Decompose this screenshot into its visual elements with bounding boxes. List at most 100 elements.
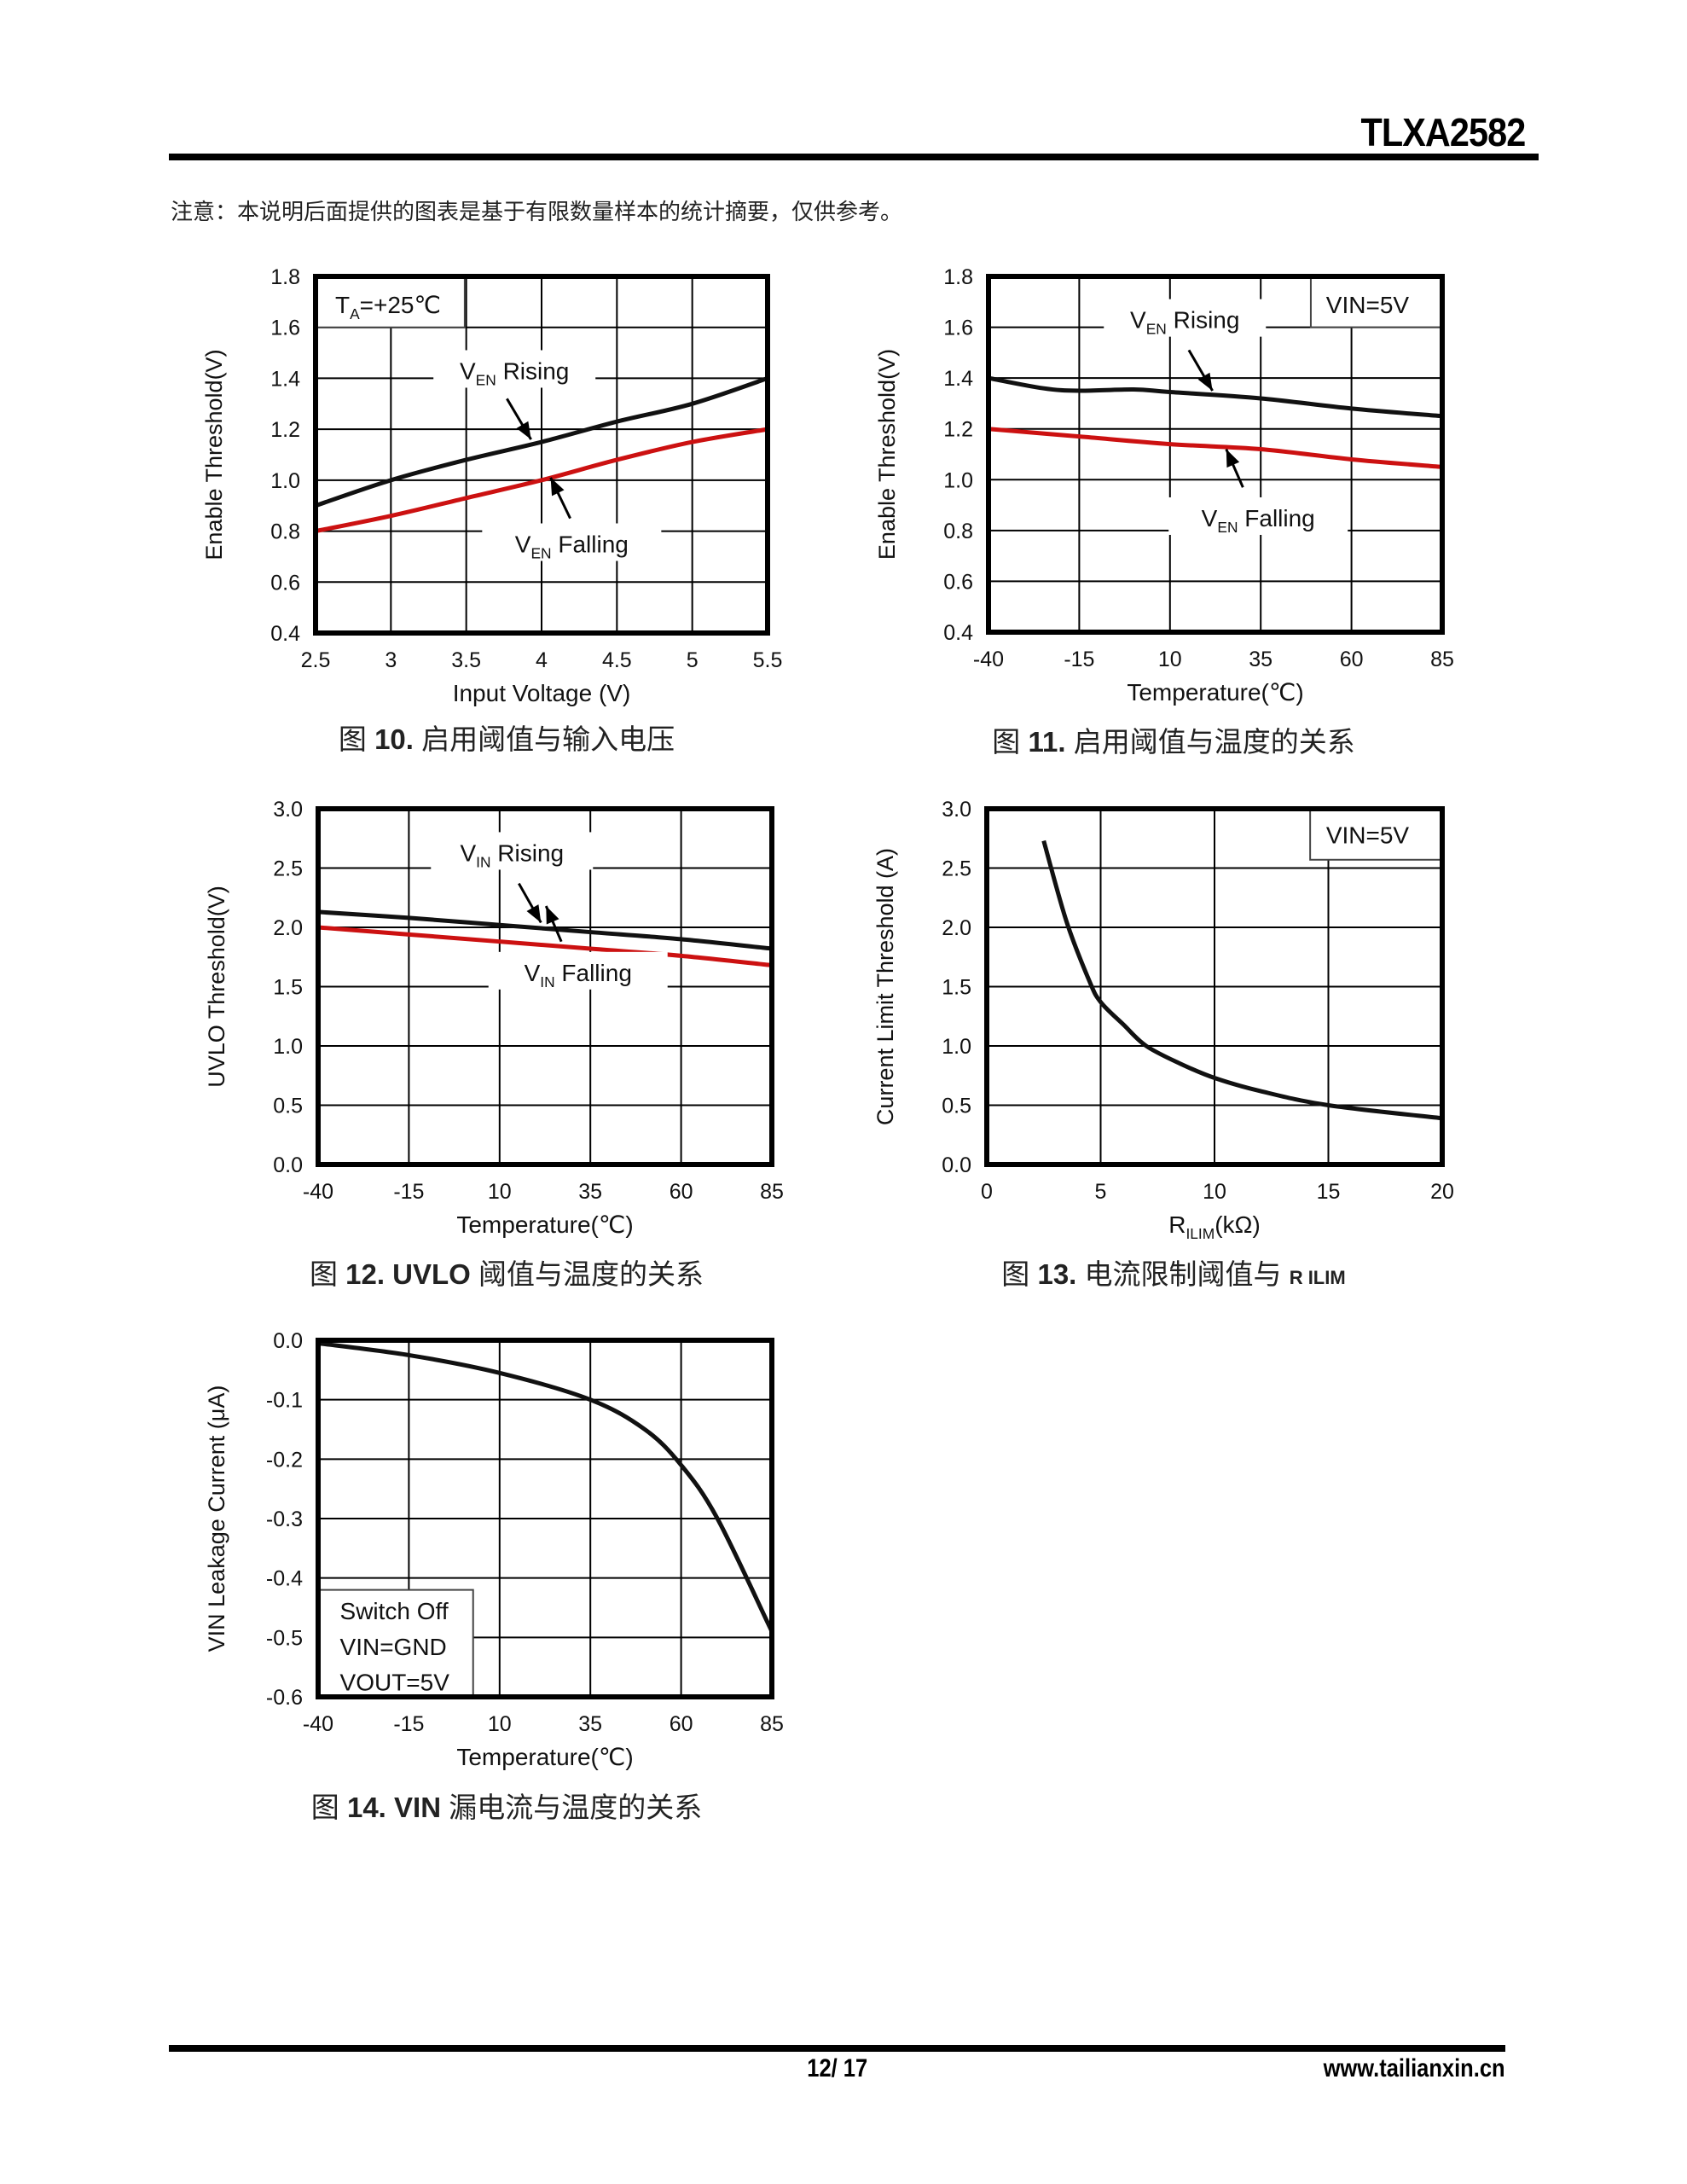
figure-11-caption: 图 11. 启用阈值与温度的关系 [992,719,1354,760]
caption-prefix: 图 [310,1792,347,1823]
website-link[interactable]: www.tailianxin.cn [1323,2054,1505,2082]
y-tick-label: 0.4 [943,621,973,645]
x-axis-title: RILIM(kΩ) [1168,1211,1261,1242]
condition-text: VOUT=5V [340,1670,450,1696]
series-line-0 [317,1341,774,1633]
chart-10: 2.5 3 3.5 4 4.5 5 5.5 0.4 0.6 0.8 1.0 1.2 1.4 1.6 1.8 T… [201,265,782,706]
label-main: Temperature(℃) [456,1211,633,1238]
x-tick-label: 60 [670,1180,693,1204]
y-tick-label: 0.6 [270,571,300,595]
arrowhead-icon [526,904,542,923]
y-tick-label: 1.2 [943,418,973,442]
label-rest: Rising [491,839,565,866]
x-tick-label: 10 [488,1180,512,1204]
caption-prefix: 图 [1001,1258,1038,1290]
caption-text: 阈值与温度的关系 [470,1258,704,1290]
y-tick-label: 0.8 [270,520,300,544]
label-main: R [1168,1211,1186,1238]
x-axis-title: Input Voltage (V) [453,680,631,706]
condition-text: VIN=5V [1326,292,1410,318]
caption-text: 启用阈值与输入电压 [413,723,675,755]
y-tick-label: -0.6 [266,1686,303,1710]
y-tick-label: 0.8 [943,520,973,543]
caption-text: 漏电流与温度的关系 [441,1792,703,1823]
footer-rule [169,2045,1505,2052]
label-main: V [460,357,476,384]
y-tick-label: 2.5 [942,857,971,881]
y-tick-label: 1.8 [943,265,973,289]
label-rest: Falling [552,531,629,558]
plot-frame [313,274,770,636]
chart-13: 0 5 10 15 20 0.0 0.5 1.0 1.5 2.0 2.5 3.0 VIN=5V RILIM… [872,798,1454,1242]
y-tick-label: 3.0 [942,798,971,822]
arrowhead-icon [1226,449,1240,468]
series-annotation: VEN Rising [460,357,569,388]
x-tick-label: -40 [973,648,1004,671]
y-tick-label: 1.0 [270,469,300,493]
x-tick-label: 3.5 [451,648,481,672]
y-tick-label: 1.6 [270,317,300,340]
label-subscript: A [350,305,360,322]
x-tick-label: 35 [578,1712,602,1736]
y-tick-label: -0.2 [266,1448,303,1472]
y-tick-label: 2.5 [273,857,303,881]
y-tick-label: 0.0 [273,1153,303,1177]
x-tick-label: -15 [393,1712,424,1736]
series-line-1 [988,427,1443,469]
y-tick-label: 0.4 [270,622,300,646]
condition-text: Switch Off [340,1598,449,1624]
y-tick-label: 1.4 [270,367,300,391]
series-annotation: VIN Rising [460,839,564,870]
label-subscript: EN [1217,519,1238,536]
label-subscript: IN [476,853,490,870]
condition-text: VIN=GND [340,1634,447,1660]
caption-text: 启用阈值与温度的关系 [1065,726,1355,758]
y-tick-label: 3.0 [273,798,303,822]
figure-14-caption: 图 14. VIN 漏电流与温度的关系 [311,1785,702,1826]
label-main: Temperature(℃) [1127,679,1303,706]
x-axis-title: Temperature(℃) [456,1744,633,1770]
caption-prefix: 图 [309,1258,346,1290]
series-line-1 [317,925,773,967]
label-rest: Falling [1238,505,1314,531]
label-main: Temperature(℃) [456,1744,633,1770]
annotation-background [488,951,668,990]
document-title: TLXA2582 [1360,110,1526,154]
series-line-1 [315,427,768,534]
condition-text: TA=+25℃ [335,292,441,322]
label-main: VIN=GND [340,1634,447,1660]
caption-number: 10. [374,723,414,755]
x-tick-label: 85 [1430,648,1454,671]
label-main: V [515,531,531,558]
caption-text: 电流限制阈值与 [1076,1258,1290,1290]
annotation-background [431,832,594,870]
series-line-0 [317,909,773,951]
label-main: V [525,960,541,986]
x-tick-label: 35 [578,1180,602,1204]
chart-11: -40 -15 10 35 60 85 0.4 0.6 0.8 1.0 1.2 1.4 1.6 1.8 VI… [874,265,1454,706]
x-axis-title: Temperature(℃) [456,1211,633,1238]
x-tick-label: 60 [1340,648,1364,671]
series-line-0 [315,376,768,508]
figure-10-caption: 图 10. 启用阈值与输入电压 [339,717,675,758]
y-tick-label: 1.0 [273,1035,303,1059]
y-tick-label: 0.0 [942,1153,971,1177]
y-tick-label: 0.5 [942,1095,971,1118]
x-tick-label: 15 [1317,1180,1341,1204]
chart-14: -40 -15 10 35 60 85 -0.6 -0.5 -0.4 -0.3 -0.2 -0.1 0.… [204,1329,784,1770]
label-main: T [335,292,350,318]
label-subscript: EN [1146,321,1167,338]
x-tick-label: 85 [760,1712,784,1736]
x-tick-label: 4.5 [602,648,632,672]
label-subscript: IN [540,973,554,990]
caption-number: 14. VIN [346,1792,442,1823]
y-tick-label: 1.0 [943,468,973,492]
x-tick-label: 5 [687,648,699,672]
series-annotation: VEN Rising [1130,307,1239,338]
x-tick-label: 5.5 [753,648,783,672]
label-main: Switch Off [340,1598,449,1624]
label-subscript: ILIM [1186,1225,1215,1242]
label-rest: Rising [496,357,570,384]
